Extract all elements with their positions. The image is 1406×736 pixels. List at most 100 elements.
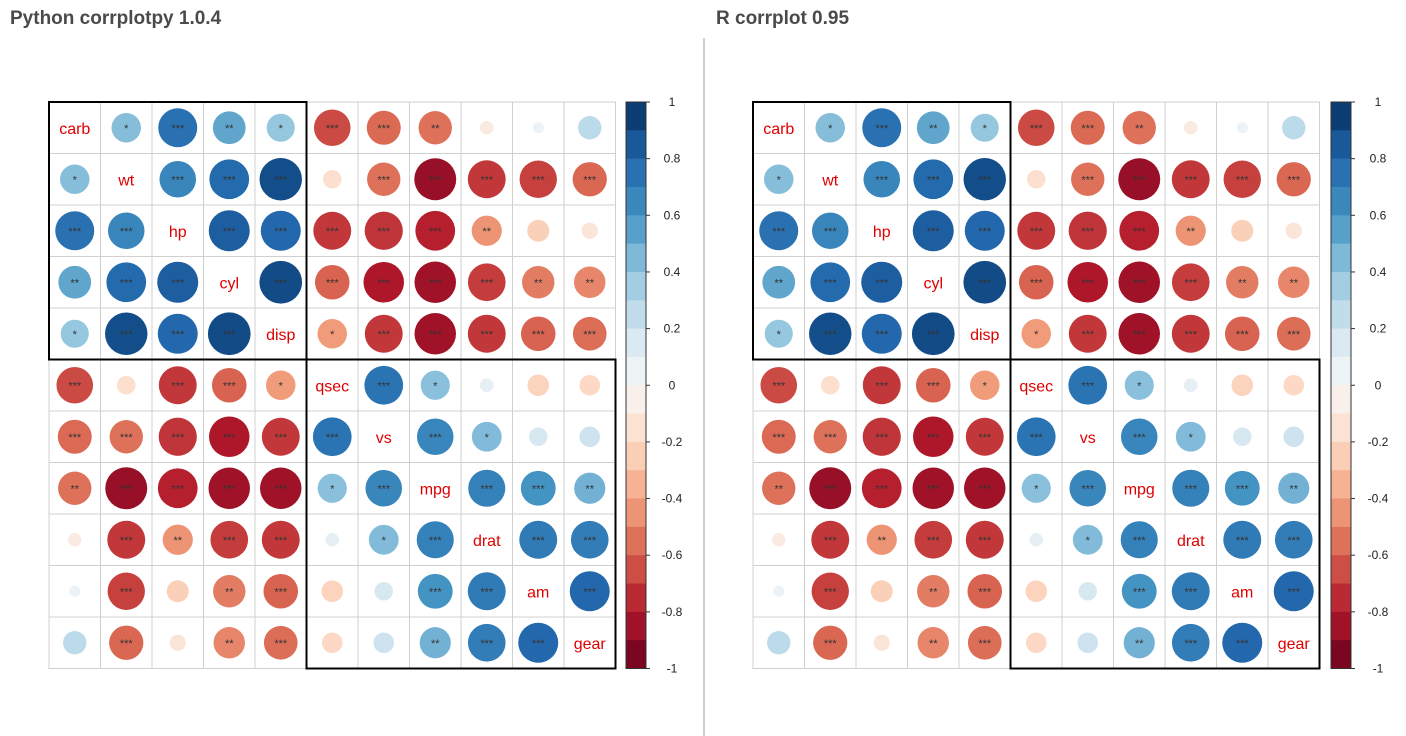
- colorbar-segment: [1331, 470, 1351, 500]
- corr-circle: [861, 468, 902, 509]
- significance-stars: **: [877, 535, 886, 547]
- significance-stars: **: [1135, 638, 1144, 650]
- significance-stars: ***: [1287, 174, 1301, 186]
- colorbar-segment: [626, 186, 646, 216]
- significance-stars: **: [482, 226, 491, 238]
- variable-label: drat: [473, 533, 501, 550]
- corr-circle: [1071, 162, 1105, 196]
- corr-circle: [69, 585, 81, 597]
- significance-stars: ***: [120, 329, 134, 341]
- significance-stars: ***: [875, 277, 889, 289]
- corr-circle: [1171, 160, 1210, 199]
- significance-stars: ***: [1184, 638, 1198, 650]
- significance-stars: **: [534, 277, 543, 289]
- significance-stars: ***: [927, 329, 941, 341]
- significance-stars: ***: [875, 329, 889, 341]
- corr-circle: [1224, 316, 1260, 352]
- colorbar-segment: [1331, 271, 1351, 301]
- corr-circle: [820, 375, 840, 395]
- corr-circle: [368, 524, 399, 555]
- colorbar-segment: [1331, 385, 1351, 415]
- corr-circle: [468, 469, 506, 507]
- corr-circle: [157, 261, 199, 303]
- significance-stars: ***: [68, 226, 82, 238]
- corr-circle: [417, 573, 453, 609]
- corr-circle: [313, 109, 351, 147]
- corrplot-r: carb * *** ** * *** *** *** wt *** *** *** *** *** ***…: [752, 95, 1389, 676]
- significance-stars: **: [173, 535, 182, 547]
- corr-circle: [1123, 627, 1155, 659]
- corr-circle: [322, 169, 342, 189]
- significance-stars: ***: [824, 277, 838, 289]
- corr-circle: [260, 210, 301, 251]
- corr-circle: [1283, 426, 1305, 448]
- corr-circle: [965, 520, 1004, 559]
- corr-circle: [963, 158, 1006, 201]
- corr-circle: [60, 319, 89, 348]
- corr-circle: [107, 572, 145, 610]
- corr-circle: [1232, 427, 1252, 447]
- corr-circle: [760, 366, 798, 404]
- corr-circle: [210, 520, 249, 559]
- significance-stars: ***: [1081, 123, 1095, 135]
- corr-circle: [519, 520, 558, 559]
- significance-stars: ***: [1236, 483, 1250, 495]
- significance-stars: ***: [772, 226, 786, 238]
- colorbar-segment: [1331, 555, 1351, 585]
- corr-circle: [581, 222, 598, 239]
- significance-stars: ***: [824, 586, 838, 598]
- corr-circle: [1274, 520, 1313, 559]
- significance-stars: ***: [978, 226, 992, 238]
- colorbar-segment: [626, 328, 646, 358]
- significance-stars: ***: [1133, 329, 1147, 341]
- corr-circle: [416, 418, 454, 456]
- significance-stars: **: [1238, 277, 1247, 289]
- significance-stars: ***: [480, 483, 494, 495]
- corr-circle: [863, 160, 901, 198]
- colorbar-segment: [1331, 356, 1351, 386]
- colorbar-segment: [1331, 243, 1351, 273]
- significance-stars: ***: [875, 174, 889, 186]
- corr-circle: [1121, 573, 1157, 609]
- corr-circle: [1018, 264, 1054, 300]
- variable-label: carb: [59, 121, 90, 138]
- corr-circle: [366, 110, 401, 145]
- colorbar-segment: [626, 555, 646, 585]
- corr-circle: [363, 262, 404, 303]
- colorbar-segment: [626, 583, 646, 613]
- significance-stars: ***: [326, 432, 340, 444]
- corr-circle: [1122, 111, 1156, 145]
- significance-stars: *: [124, 123, 129, 135]
- significance-stars: ***: [1030, 123, 1044, 135]
- colorbar-segment: [626, 498, 646, 528]
- colorbar-segment: [1331, 611, 1351, 641]
- corr-circle: [964, 467, 1006, 509]
- corr-circle: [106, 262, 147, 303]
- corr-circle: [63, 631, 87, 655]
- significance-stars: ***: [1236, 329, 1250, 341]
- corr-circle: [1172, 469, 1210, 507]
- variable-label: cyl: [219, 275, 239, 292]
- significance-stars: *: [1189, 432, 1194, 444]
- corr-circle: [528, 427, 548, 447]
- significance-stars: **: [431, 638, 440, 650]
- significance-stars: *: [828, 123, 833, 135]
- corr-circle: [55, 211, 95, 251]
- significance-stars: ***: [274, 483, 288, 495]
- colorbar-segment: [626, 130, 646, 160]
- corr-circle: [109, 625, 144, 660]
- significance-stars: ***: [223, 432, 237, 444]
- colorbar-tick-label: -0.2: [1368, 435, 1389, 449]
- significance-stars: ***: [1133, 535, 1147, 547]
- corr-circle: [418, 111, 452, 145]
- variable-label: gear: [574, 636, 607, 653]
- significance-stars: ***: [1287, 535, 1301, 547]
- corr-circle: [58, 265, 92, 299]
- corr-circle: [811, 520, 850, 559]
- significance-stars: **: [70, 277, 79, 289]
- corr-circle: [263, 625, 298, 660]
- significance-stars: ***: [274, 586, 288, 598]
- corr-circle: [158, 366, 197, 405]
- corr-circle: [169, 634, 186, 651]
- significance-stars: ***: [532, 483, 546, 495]
